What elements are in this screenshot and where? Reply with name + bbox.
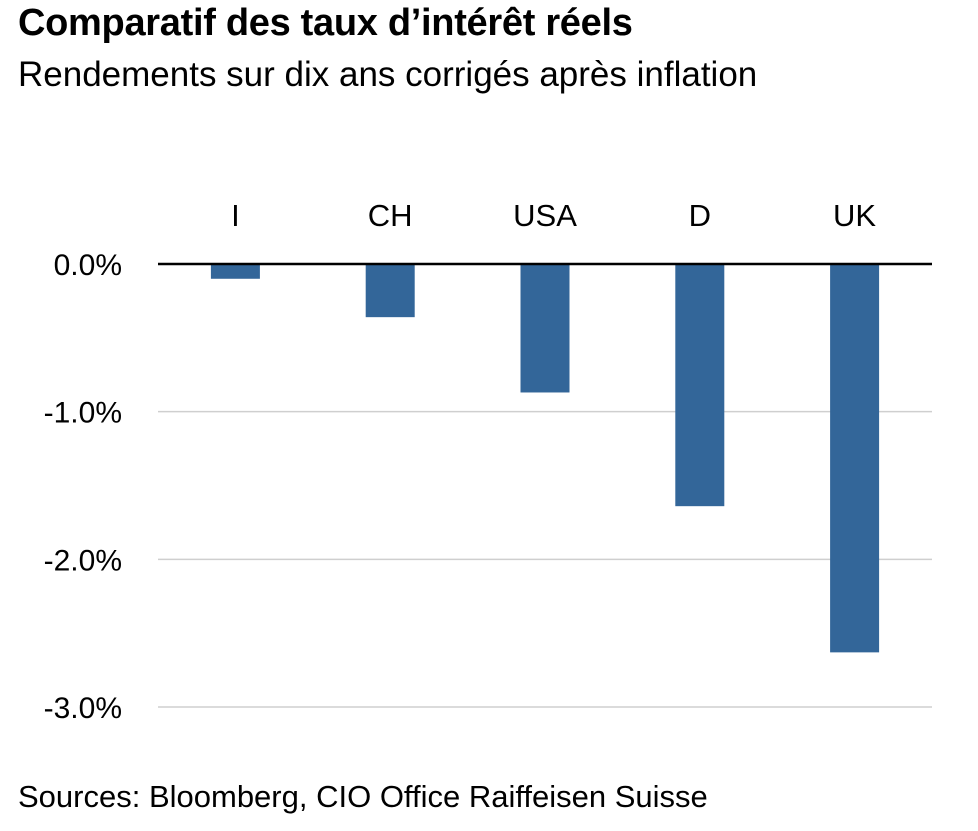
category-label: I <box>231 198 240 233</box>
y-tick-label: -3.0% <box>44 692 122 725</box>
category-labels: I CH USA D UK <box>231 198 876 233</box>
category-label: CH <box>368 198 413 233</box>
category-label: D <box>689 198 711 233</box>
bar <box>830 264 880 653</box>
bar <box>365 264 415 318</box>
gridlines <box>158 410 932 708</box>
bar <box>675 264 725 507</box>
y-tick-label: -1.0% <box>44 397 122 430</box>
chart-subtitle: Rendements sur dix ans corrigés après in… <box>18 55 758 94</box>
y-tick-label: 0.0% <box>54 249 122 282</box>
chart-source: Sources: Bloomberg, CIO Office Raiffeise… <box>18 779 708 814</box>
bar <box>520 264 570 393</box>
bar <box>210 264 260 279</box>
bars <box>210 264 880 653</box>
y-tick-labels: 0.0% -1.0% -2.0% -3.0% <box>44 249 122 725</box>
category-label: USA <box>513 198 577 233</box>
category-label: UK <box>833 198 876 233</box>
y-tick-label: -2.0% <box>44 544 122 577</box>
chart-title: Comparatif des taux d’intérêt réels <box>18 2 633 44</box>
